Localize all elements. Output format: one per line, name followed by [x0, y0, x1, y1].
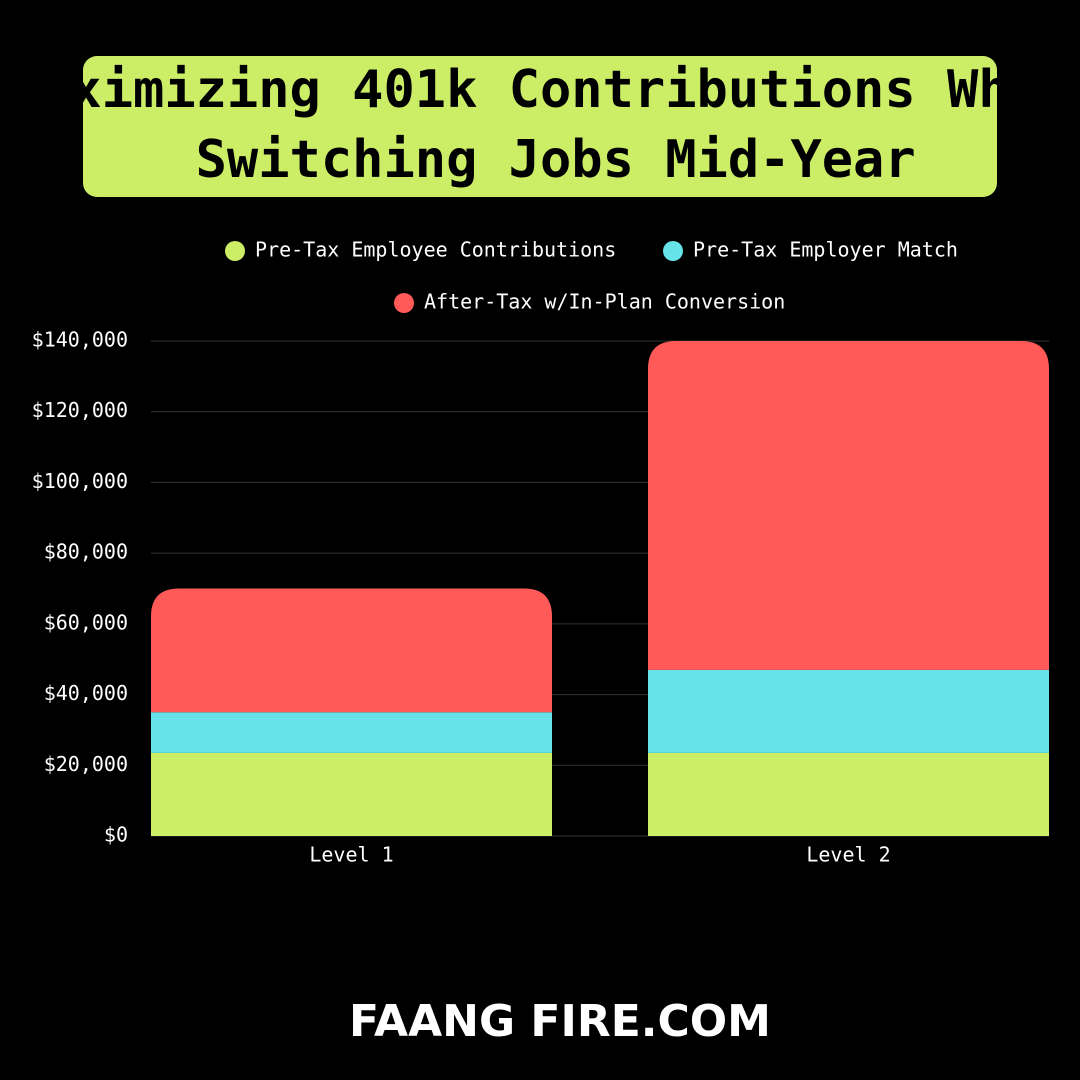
chart-title: Maximizing 401k Contributions When Switc… [8, 60, 1072, 190]
bar-segment [151, 752, 552, 836]
bar-segment [648, 752, 1049, 836]
y-tick-label: $0 [104, 823, 128, 847]
bar-segment [648, 669, 1049, 753]
y-tick-label: $140,000 [32, 328, 128, 352]
y-tick-label: $40,000 [44, 681, 128, 705]
legend-label: Pre-Tax Employer Match [693, 238, 958, 262]
title-box [83, 56, 997, 197]
y-tick-label: $60,000 [44, 610, 128, 634]
bar-segment [648, 341, 1049, 670]
bar-segment [151, 588, 552, 713]
legend-label: After-Tax w/In-Plan Conversion [424, 290, 785, 314]
y-tick-label: $100,000 [32, 469, 128, 493]
y-tick-label: $120,000 [32, 398, 128, 422]
y-tick-label: $80,000 [44, 540, 128, 564]
legend-swatch [394, 293, 414, 313]
legend-swatch [225, 241, 245, 261]
x-tick-label: Level 2 [806, 843, 890, 867]
y-tick-label: $20,000 [44, 752, 128, 776]
x-tick-label: Level 1 [309, 843, 393, 867]
footer-brand: FAANG FIRE.COM [349, 996, 771, 1047]
legend-label: Pre-Tax Employee Contributions [255, 238, 616, 262]
bar-segment [151, 712, 552, 753]
legend-swatch [663, 241, 683, 261]
